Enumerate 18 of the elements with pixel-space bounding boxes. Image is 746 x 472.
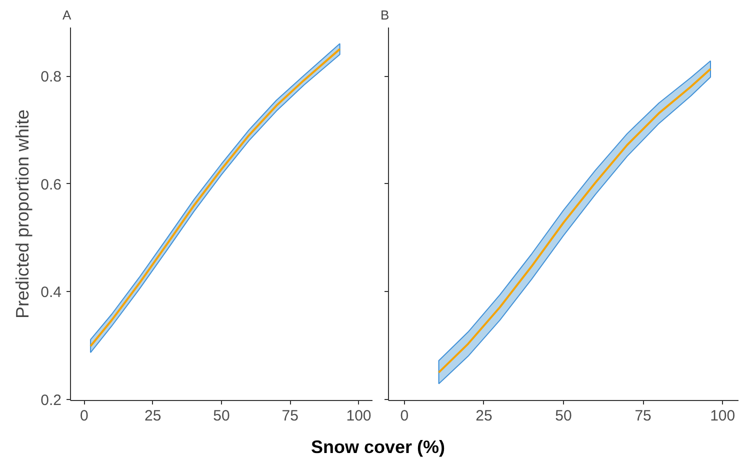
x-tick-label: 25 [144,408,162,424]
x-tick-label: 75 [634,408,652,424]
x-tick-label: 50 [555,408,572,424]
y-tick-label: 0.4 [40,284,62,302]
x-tick-label: 100 [346,408,372,424]
chart-title: B [380,8,390,22]
y-axis-title: Predicted proportion white [12,109,33,319]
x-tick-label: 75 [282,408,298,424]
x-tick-label: 25 [476,408,492,424]
y-tick-label: 0.2 [40,392,62,409]
y-tick-label: 0.6 [40,176,62,194]
x-tick-label: 0 [80,408,88,424]
chart-title: A [62,8,72,22]
x-tick-label: 100 [710,408,736,424]
x-tick-label: 0 [400,408,409,424]
x-tick-label: 50 [213,408,230,424]
x-axis-title: Snow cover (%) [310,436,446,459]
y-tick-label: 0.8 [40,68,62,86]
